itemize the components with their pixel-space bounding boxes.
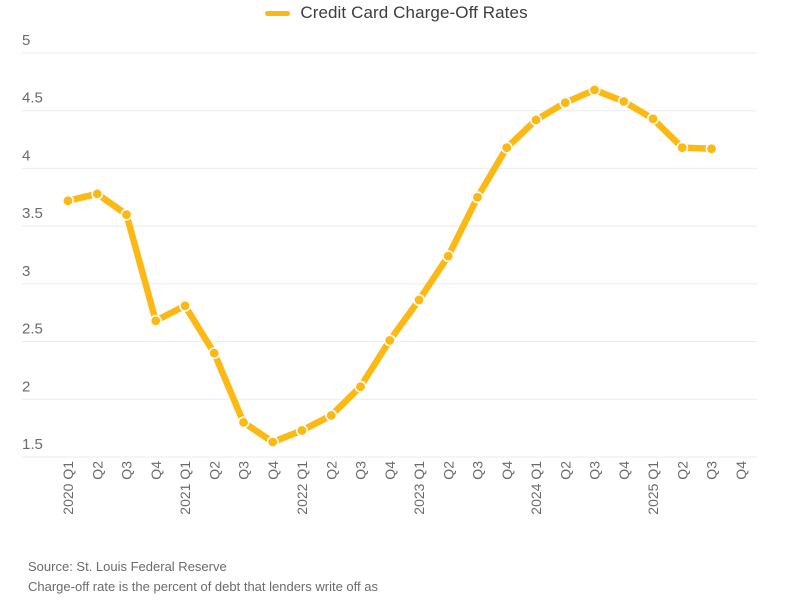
legend-label: Credit Card Charge-Off Rates — [300, 3, 528, 22]
y-tick-label: 1.5 — [22, 436, 43, 453]
source-text: Source: St. Louis Federal Reserve — [28, 559, 227, 574]
x-tick-label: Q2 — [89, 461, 105, 480]
y-tick-label: 3.5 — [22, 205, 43, 222]
data-point — [295, 424, 308, 437]
x-tick-label: Q2 — [206, 461, 222, 480]
charge-off-line-chart: 5 4.5 4 3.5 3 2.5 2 1.5 2020 Q1 Q2 Q3 Q4 2021 Q1 Q2 Q3… — [22, 32, 757, 515]
y-tick-label: 4 — [22, 147, 30, 164]
data-point — [383, 334, 396, 347]
x-tick-label: Q4 — [733, 461, 749, 480]
data-point — [529, 113, 542, 126]
data-point — [676, 141, 689, 154]
x-tick-label: Q2 — [440, 461, 456, 480]
data-point — [354, 380, 367, 393]
data-point — [149, 314, 162, 327]
x-tick-label: 2024 Q1 — [528, 461, 544, 515]
y-tick-label: 2 — [22, 378, 30, 395]
data-point — [412, 294, 425, 307]
series-line — [64, 86, 715, 446]
data-point — [208, 347, 221, 360]
x-tick-label: Q2 — [557, 461, 573, 480]
x-tick-label: Q2 — [323, 461, 339, 480]
x-tick-label: Q3 — [470, 461, 486, 480]
data-point — [559, 96, 572, 109]
x-tick-label: Q3 — [587, 461, 603, 480]
x-tick-label: Q2 — [674, 461, 690, 480]
x-tick-label: Q4 — [616, 461, 632, 480]
x-tick-label: Q3 — [353, 461, 369, 480]
data-point — [500, 141, 513, 154]
data-point — [266, 435, 279, 448]
x-tick-label: Q3 — [236, 461, 252, 480]
data-point — [471, 191, 484, 204]
data-point — [325, 409, 338, 422]
legend-line-swatch-icon — [265, 10, 291, 16]
x-tick-label: 2023 Q1 — [411, 461, 427, 515]
data-point — [705, 142, 718, 155]
x-tick-label: Q4 — [382, 461, 398, 480]
data-point — [617, 95, 630, 108]
x-tick-label: 2021 Q1 — [177, 461, 193, 515]
x-tick-label: Q4 — [148, 461, 164, 480]
x-tick-label: 2025 Q1 — [645, 461, 661, 515]
chart-footer: Source: St. Louis Federal Reserve Charge… — [28, 557, 378, 597]
data-point — [588, 83, 601, 96]
y-tick-label: 5 — [22, 32, 30, 49]
data-point — [91, 187, 104, 200]
data-point — [179, 299, 192, 312]
note-text: Charge-off rate is the percent of debt t… — [28, 579, 378, 594]
x-tick-label: Q3 — [119, 461, 135, 480]
x-tick-label: Q4 — [499, 461, 515, 480]
x-tick-label: Q3 — [704, 461, 720, 480]
y-tick-label: 2.5 — [22, 321, 43, 338]
x-tick-label: 2020 Q1 — [60, 461, 76, 515]
y-tick-label: 3 — [22, 263, 30, 280]
data-point — [442, 250, 455, 263]
x-tick-label: Q4 — [265, 461, 281, 480]
chart-legend: Credit Card Charge-Off Rates — [0, 0, 793, 26]
data-point — [237, 416, 250, 429]
y-tick-label: 4.5 — [22, 90, 43, 107]
x-tick-label: 2022 Q1 — [294, 461, 310, 515]
data-point — [61, 194, 74, 207]
data-point — [646, 112, 659, 125]
data-point — [120, 208, 133, 221]
